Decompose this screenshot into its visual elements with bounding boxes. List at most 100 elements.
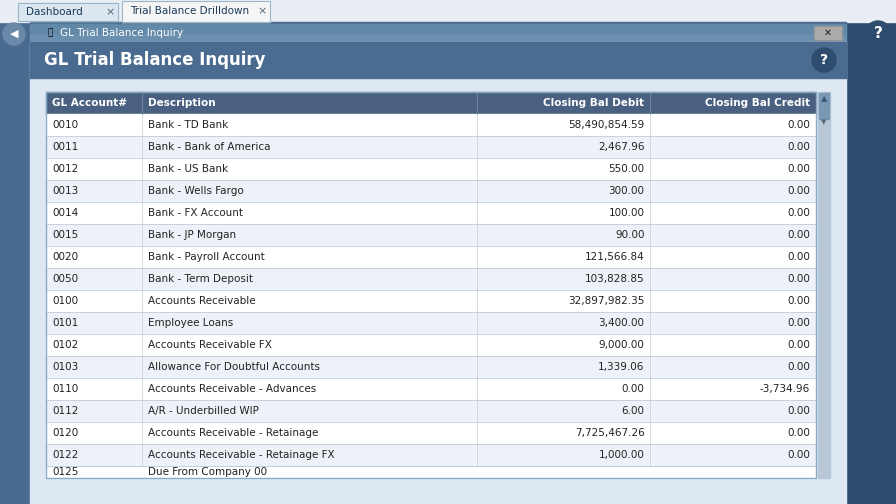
Bar [814, 26, 842, 40]
Text: 0.00: 0.00 [787, 340, 810, 350]
Text: 121,566.84: 121,566.84 [585, 252, 644, 262]
Bar [30, 24, 846, 33]
Text: Accounts Receivable - Advances: Accounts Receivable - Advances [148, 384, 316, 394]
Text: 550.00: 550.00 [608, 164, 644, 174]
Text: A/R - Underbilled WIP: A/R - Underbilled WIP [148, 406, 259, 416]
Text: Employee Loans: Employee Loans [148, 318, 234, 328]
Text: 0050: 0050 [52, 274, 78, 284]
Bar [122, 1, 270, 22]
Bar [818, 92, 830, 478]
Text: 1,000.00: 1,000.00 [599, 450, 644, 460]
Text: 0100: 0100 [52, 296, 78, 306]
Bar [46, 422, 816, 444]
Text: ?: ? [874, 27, 883, 41]
Text: 0.00: 0.00 [787, 208, 810, 218]
Circle shape [812, 48, 836, 72]
Bar [46, 400, 816, 422]
Text: 0015: 0015 [52, 230, 78, 240]
Bar [122, 1, 270, 22]
Bar [46, 268, 816, 290]
Bar [30, 24, 846, 42]
Text: 0.00: 0.00 [787, 406, 810, 416]
Bar [46, 158, 816, 180]
Text: 0110: 0110 [52, 384, 78, 394]
Text: Bank - Bank of America: Bank - Bank of America [148, 142, 271, 152]
Text: 0.00: 0.00 [787, 142, 810, 152]
Text: 0011: 0011 [52, 142, 78, 152]
Text: ?: ? [820, 53, 828, 67]
Text: Accounts Receivable: Accounts Receivable [148, 296, 256, 306]
Text: 0010: 0010 [52, 120, 78, 130]
Bar [46, 92, 816, 114]
Text: 0.00: 0.00 [787, 450, 810, 460]
Text: 0.00: 0.00 [787, 296, 810, 306]
Text: 32,897,982.35: 32,897,982.35 [568, 296, 644, 306]
Text: 0020: 0020 [52, 252, 78, 262]
Bar [18, 3, 118, 21]
Text: Bank - US Bank: Bank - US Bank [148, 164, 228, 174]
Text: 0.00: 0.00 [787, 164, 810, 174]
Text: 300.00: 300.00 [608, 186, 644, 196]
Text: Bank - TD Bank: Bank - TD Bank [148, 120, 228, 130]
Text: 0014: 0014 [52, 208, 78, 218]
Text: Description: Description [148, 98, 216, 108]
Text: 0.00: 0.00 [787, 274, 810, 284]
Text: Closing Bal Credit: Closing Bal Credit [705, 98, 810, 108]
Text: 🔒: 🔒 [47, 29, 53, 37]
Text: 58,490,854.59: 58,490,854.59 [568, 120, 644, 130]
Text: Bank - Payroll Account: Bank - Payroll Account [148, 252, 265, 262]
Text: 103,828.85: 103,828.85 [585, 274, 644, 284]
Text: 1,339.06: 1,339.06 [598, 362, 644, 372]
Text: 0.00: 0.00 [787, 186, 810, 196]
Text: 0103: 0103 [52, 362, 78, 372]
Text: T: T [32, 52, 39, 65]
Text: 100.00: 100.00 [608, 208, 644, 218]
Bar [30, 42, 846, 78]
Bar [46, 246, 816, 268]
Bar [46, 92, 816, 478]
Text: Accounts Receivable FX: Accounts Receivable FX [148, 340, 272, 350]
Bar [46, 114, 816, 136]
Text: ◀: ◀ [10, 29, 18, 39]
Text: 0122: 0122 [52, 450, 78, 460]
Bar [46, 224, 816, 246]
Bar [46, 466, 816, 478]
Bar [46, 312, 816, 334]
Text: 0.00: 0.00 [622, 384, 644, 394]
Text: 0102: 0102 [52, 340, 78, 350]
Text: 0112: 0112 [52, 406, 78, 416]
Text: 90.00: 90.00 [615, 230, 644, 240]
Text: Accounts Receivable - Retainage FX: Accounts Receivable - Retainage FX [148, 450, 335, 460]
Text: 0.00: 0.00 [787, 252, 810, 262]
Text: 0.00: 0.00 [787, 318, 810, 328]
Bar [46, 444, 816, 466]
Text: ✕: ✕ [824, 28, 832, 38]
Text: ▲: ▲ [821, 95, 827, 103]
Bar [46, 356, 816, 378]
Text: GL Trial Balance Inquiry: GL Trial Balance Inquiry [44, 51, 265, 69]
Text: ×: × [257, 7, 267, 17]
Bar [18, 3, 118, 21]
Text: -3,734.96: -3,734.96 [760, 384, 810, 394]
Text: 6.00: 6.00 [622, 406, 644, 416]
Text: Allowance For Doubtful Accounts: Allowance For Doubtful Accounts [148, 362, 320, 372]
Text: Bank - JP Morgan: Bank - JP Morgan [148, 230, 237, 240]
Text: 0013: 0013 [52, 186, 78, 196]
Bar [46, 378, 816, 400]
Bar [46, 334, 816, 356]
Bar [846, 0, 896, 504]
Text: 0.00: 0.00 [787, 120, 810, 130]
Bar [46, 202, 816, 224]
Text: 9,000.00: 9,000.00 [599, 340, 644, 350]
Text: 0125: 0125 [52, 467, 78, 477]
Text: Dashboard: Dashboard [26, 7, 82, 17]
Text: Bank - FX Account: Bank - FX Account [148, 208, 243, 218]
Text: 0.00: 0.00 [787, 428, 810, 438]
Text: Bank - Term Deposit: Bank - Term Deposit [148, 274, 254, 284]
Circle shape [3, 23, 25, 45]
Bar [819, 93, 829, 119]
Text: 0120: 0120 [52, 428, 78, 438]
Text: 0.00: 0.00 [787, 362, 810, 372]
Text: GL Trial Balance Inquiry: GL Trial Balance Inquiry [60, 28, 183, 38]
Text: GL Account#: GL Account# [52, 98, 127, 108]
